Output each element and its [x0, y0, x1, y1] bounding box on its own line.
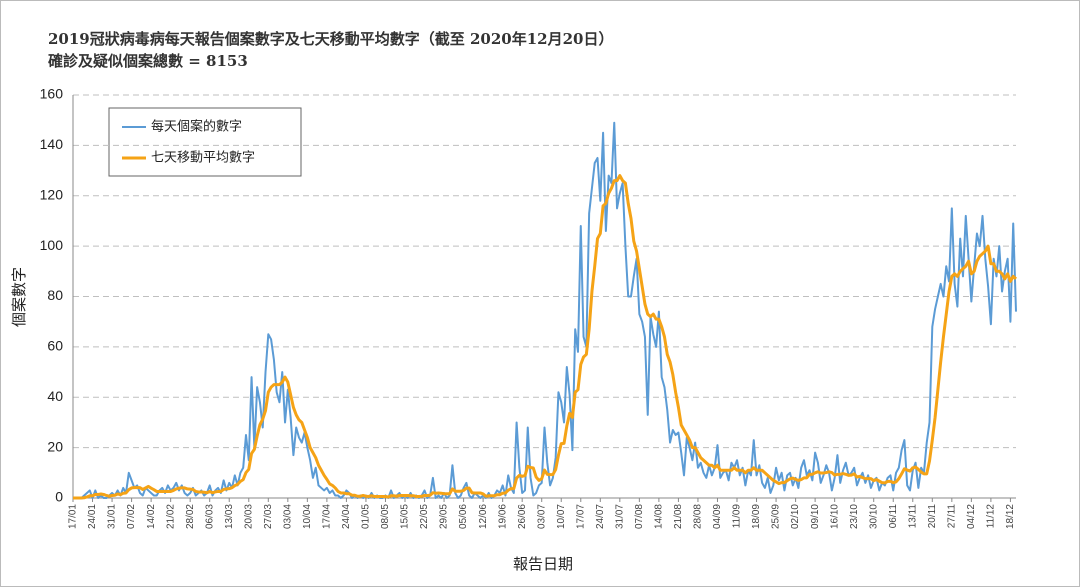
- x-tick-label: 31/07: [614, 504, 625, 529]
- y-tick-label: 100: [40, 237, 64, 253]
- y-tick-label: 40: [47, 388, 63, 404]
- x-tick-label: 22/05: [419, 504, 430, 529]
- x-tick-label: 28/02: [185, 504, 196, 529]
- x-tick-label: 21/02: [165, 504, 176, 529]
- series-line: [73, 121, 1017, 499]
- x-tick-label: 04/09: [712, 504, 723, 529]
- x-tick-label: 31/01: [107, 504, 118, 529]
- x-tick-label: 13/11: [907, 504, 918, 529]
- y-tick-label: 120: [40, 186, 64, 202]
- x-tick-label: 29/05: [439, 504, 450, 529]
- x-tick-label: 14/08: [654, 504, 665, 529]
- x-tick-label: 10/04: [302, 504, 313, 529]
- x-tick-label: 23/10: [849, 504, 860, 529]
- x-tick-label: 10/07: [556, 504, 567, 529]
- x-tick-label: 27/11: [946, 504, 957, 529]
- x-tick-label: 19/06: [497, 504, 508, 529]
- x-tick-label: 11/12: [986, 504, 997, 529]
- x-tick-label: 20/03: [243, 504, 254, 529]
- legend-label: 七天移動平均數字: [151, 151, 255, 166]
- x-tick-label: 24/04: [341, 504, 352, 529]
- x-tick-label: 16/10: [829, 504, 840, 529]
- x-tick-label: 06/03: [204, 504, 215, 529]
- legend-label: 每天個案的數字: [151, 119, 242, 135]
- chart-subtitle: 確診及疑似個案總數 = 8153: [47, 52, 248, 70]
- y-tick-label: 160: [40, 86, 64, 102]
- x-tick-label: 18/12: [1005, 504, 1016, 529]
- x-tick-label: 30/10: [868, 504, 879, 529]
- x-tick-label: 25/09: [771, 504, 782, 529]
- x-tick-label: 20/11: [927, 504, 938, 529]
- x-tick-label: 03/07: [536, 504, 547, 529]
- y-tick-label: 140: [40, 136, 64, 152]
- x-tick-label: 11/09: [732, 504, 743, 529]
- y-tick-label: 20: [47, 438, 63, 454]
- legend: [108, 107, 302, 177]
- x-tick-label: 01/05: [361, 504, 372, 529]
- x-tick-label: 17/07: [575, 504, 586, 529]
- x-tick-label: 15/05: [400, 504, 411, 529]
- x-tick-label: 27/03: [263, 504, 274, 529]
- y-axis-title: 個案數字: [10, 267, 28, 327]
- x-tick-label: 14/02: [146, 504, 157, 529]
- x-tick-label: 24/07: [595, 504, 606, 529]
- x-tick-label: 26/06: [517, 504, 528, 529]
- x-tick-label: 08/05: [380, 504, 391, 529]
- y-tick-label: 0: [55, 489, 63, 505]
- y-tick-label: 80: [47, 287, 63, 303]
- x-tick-label: 07/02: [126, 504, 137, 529]
- x-tick-label: 17/04: [322, 504, 333, 529]
- x-tick-label: 05/06: [458, 504, 469, 529]
- x-tick-label: 02/10: [790, 504, 801, 529]
- x-tick-label: 18/09: [751, 504, 762, 529]
- y-tick-label: 60: [47, 338, 63, 354]
- chart-title: 2019冠狀病毒病每天報告個案數字及七天移動平均數字（截至 2020年12月20…: [48, 30, 613, 48]
- x-tick-label: 28/08: [693, 504, 704, 529]
- x-tick-label: 21/08: [673, 504, 684, 529]
- x-tick-label: 03/04: [282, 504, 293, 529]
- x-tick-label: 12/06: [478, 504, 489, 529]
- x-tick-label: 07/08: [634, 504, 645, 529]
- x-tick-label: 06/11: [888, 504, 899, 529]
- x-axis-title: 報告日期: [513, 555, 573, 573]
- x-tick-label: 04/12: [966, 504, 977, 529]
- x-tick-label: 24/01: [87, 504, 98, 529]
- x-tick-label: 17/01: [68, 504, 79, 529]
- series-line: [73, 174, 1018, 500]
- x-tick-label: 09/10: [810, 504, 821, 529]
- x-tick-label: 13/03: [224, 504, 235, 529]
